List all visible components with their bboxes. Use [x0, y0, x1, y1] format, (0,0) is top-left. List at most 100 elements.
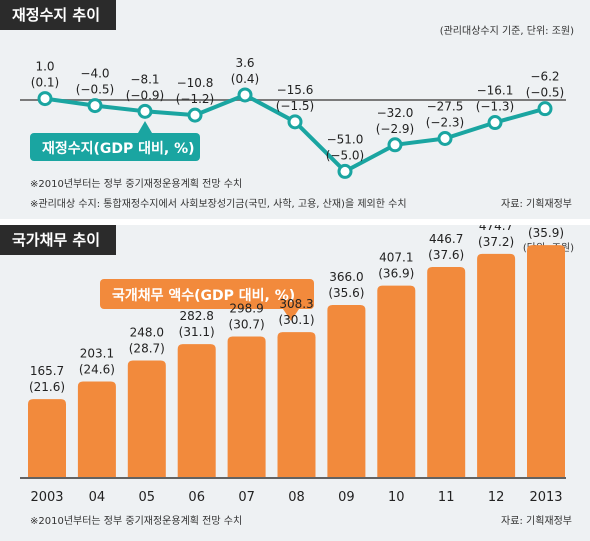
fiscal-value-label: −16.1	[477, 84, 514, 98]
debt-x-tick-label: 08	[288, 490, 305, 505]
fiscal-value-label: −8.1	[130, 72, 159, 86]
fiscal-value-label: −15.6	[277, 83, 314, 97]
debt-bar-group: 366.0 (35.6) 09	[327, 270, 366, 505]
debt-bar-group: 298.9 (30.7) 07	[227, 302, 266, 505]
fiscal-point	[387, 137, 403, 153]
debt-bar	[227, 336, 266, 477]
fiscal-point	[337, 163, 353, 179]
debt-bar-group: 282.8 (31.1) 06	[177, 309, 216, 505]
debt-x-tick-label: 06	[188, 490, 205, 505]
debt-ratio-label: (37.6)	[428, 248, 464, 262]
debt-value-label: 203.1	[80, 347, 114, 361]
debt-ratio-label: (24.6)	[79, 363, 115, 377]
fiscal-point	[287, 114, 303, 130]
debt-x-tick-label: 2013	[529, 490, 562, 505]
fiscal-series-callout: 재정수지(GDP 대비, %)	[30, 121, 200, 161]
debt-x-tick-label: 10	[388, 490, 405, 505]
debt-value-label: 474.7	[479, 225, 513, 233]
fiscal-series-label: 재정수지(GDP 대비, %)	[42, 140, 195, 157]
callout-box	[100, 279, 314, 309]
debt-bar	[477, 253, 516, 477]
fiscal-balance-panel: 재정수지 추이 (관리대상수지 기준, 단위: 조원) 재정수지(GDP 대비,…	[0, 0, 590, 219]
debt-x-tick-label: 11	[438, 490, 455, 505]
fiscal-value-label: −32.0	[377, 106, 414, 120]
fiscal-value-label: −27.5	[427, 100, 464, 114]
national-debt-title: 국가채무 추이	[0, 225, 117, 255]
debt-value-label: 446.7	[429, 232, 463, 246]
debt-bar	[177, 344, 216, 477]
fiscal-note-1: ※2010년부터는 정부 중기재정운용계획 전망 수치	[30, 179, 243, 190]
national-debt-chart: 국개채무 액수(GDP 대비, %) 165.7 (21.6) 2003 203.1 (2…	[20, 225, 566, 505]
debt-ratio-label: (28.7)	[129, 341, 165, 355]
debt-value-label: 407.1	[379, 251, 413, 265]
debt-bar-group: 493.4(35.9)2013	[527, 226, 565, 505]
fiscal-balance-title: 재정수지 추이	[0, 0, 117, 30]
fiscal-ratio-label: (−0.5)	[526, 86, 565, 100]
fiscal-ratio-label: (−5.0)	[326, 148, 365, 162]
debt-ratio-label: (35.9)	[528, 226, 564, 240]
debt-bar-group: 308.3 (30.1) 08	[277, 297, 316, 505]
fiscal-point	[537, 101, 553, 117]
debt-x-tick-label: 12	[488, 490, 505, 505]
debt-bar-group: 248.0 (28.7) 05	[127, 325, 166, 505]
debt-value-label: 298.9	[229, 302, 263, 316]
debt-source: 자료: 기획재정부	[501, 516, 572, 527]
national-debt-panel: 국가채무 추이 (단위: 조원) 국개채무 액수(GDP 대비, %)165.7…	[0, 225, 590, 541]
debt-bar	[327, 304, 366, 477]
fiscal-ratio-label: (0.1)	[31, 76, 59, 90]
debt-value-label: 282.8	[180, 309, 214, 323]
debt-bar	[427, 267, 466, 477]
fiscal-ratio-label: (−0.9)	[126, 88, 165, 102]
debt-bar	[277, 332, 316, 477]
debt-ratio-label: (30.1)	[278, 313, 314, 327]
debt-ratio-label: (31.1)	[179, 325, 215, 339]
fiscal-point	[187, 107, 203, 123]
fiscal-note-2: ※관리대상 수지: 통합재정수지에서 사회보장성기금(국민, 사학, 고용, 산…	[30, 199, 407, 210]
debt-bar	[28, 399, 66, 477]
fiscal-value-label: −6.2	[530, 70, 559, 84]
fiscal-value-label: −10.8	[177, 76, 214, 90]
fiscal-value-label: −51.0	[327, 132, 364, 146]
fiscal-ratio-label: (−1.3)	[476, 100, 515, 114]
debt-x-tick-label: 09	[338, 490, 355, 505]
fiscal-ratio-label: (0.4)	[231, 72, 259, 86]
debt-ratio-label: (36.9)	[378, 267, 414, 281]
fiscal-point	[487, 115, 503, 131]
debt-x-tick-label: 07	[238, 490, 255, 505]
fiscal-ratio-label: (−0.5)	[76, 83, 115, 97]
debt-x-tick-label: 05	[139, 490, 156, 505]
fiscal-point	[87, 98, 103, 114]
fiscal-balance-chart: 재정수지(GDP 대비, %) 1.0 (0.1) −4.0 (−0.5) −8.1 (−0…	[20, 56, 566, 179]
debt-value-label: 308.3	[279, 297, 313, 311]
fiscal-ratio-label: (−2.9)	[376, 122, 415, 136]
debt-series-label: 국개채무 액수(GDP 대비, %)	[112, 287, 295, 304]
debt-ratio-label: (37.2)	[478, 235, 514, 249]
debt-value-label: 248.0	[130, 325, 164, 339]
callout-pointer	[283, 309, 299, 321]
fiscal-point	[137, 103, 153, 119]
debt-ratio-label: (30.7)	[229, 318, 265, 332]
callout-pointer	[138, 121, 152, 133]
debt-value-label: 165.7	[30, 364, 64, 378]
debt-x-tick-label: 04	[89, 490, 106, 505]
debt-bar	[77, 381, 116, 477]
fiscal-point	[37, 91, 53, 107]
fiscal-ratio-label: (−2.3)	[426, 116, 465, 130]
fiscal-ratio-label: (−1.2)	[176, 92, 215, 106]
debt-bar-group: 165.7 (21.6) 2003	[28, 364, 66, 505]
fiscal-ratio-label: (−1.5)	[276, 99, 315, 113]
debt-ratio-label: (35.6)	[328, 286, 364, 300]
debt-note: ※2010년부터는 정부 중기재정운용계획 전망 수치	[30, 516, 243, 527]
debt-bar-group: 203.1 (24.6) 04	[77, 347, 116, 505]
debt-x-tick-label: 2003	[30, 490, 63, 505]
fiscal-point	[237, 87, 253, 103]
debt-bar	[377, 285, 416, 477]
debt-bar	[127, 360, 166, 477]
fiscal-source: 자료: 기획재정부	[501, 199, 572, 210]
fiscal-balance-unit: (관리대상수지 기준, 단위: 조원)	[439, 26, 574, 37]
fiscal-value-label: 1.0	[35, 60, 54, 74]
fiscal-value-label: 3.6	[235, 56, 254, 70]
debt-bar-group: 446.7 (37.6) 11	[427, 232, 466, 505]
debt-bar-group: 474.7 (37.2) 12	[477, 225, 516, 505]
fiscal-point	[437, 131, 453, 146]
